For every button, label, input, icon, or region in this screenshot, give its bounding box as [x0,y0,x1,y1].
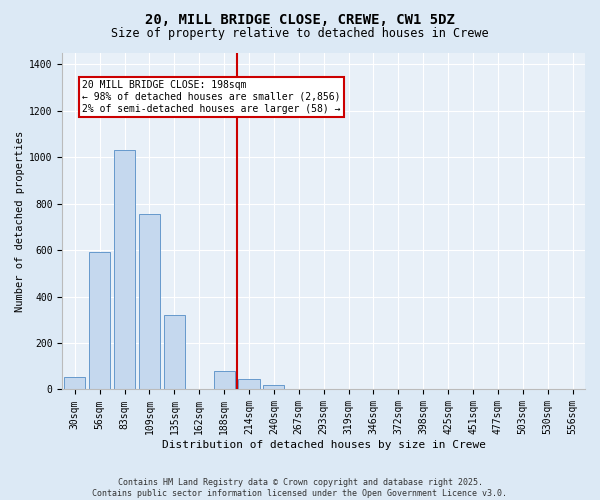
Bar [164,315,185,390]
Text: Size of property relative to detached houses in Crewe: Size of property relative to detached ho… [111,28,489,40]
Bar [114,150,135,390]
Y-axis label: Number of detached properties: Number of detached properties [15,130,25,312]
Bar [214,371,235,390]
Text: 20, MILL BRIDGE CLOSE, CREWE, CW1 5DZ: 20, MILL BRIDGE CLOSE, CREWE, CW1 5DZ [145,12,455,26]
Text: Contains HM Land Registry data © Crown copyright and database right 2025.
Contai: Contains HM Land Registry data © Crown c… [92,478,508,498]
Bar [139,214,160,390]
Text: 20 MILL BRIDGE CLOSE: 198sqm
← 98% of detached houses are smaller (2,856)
2% of : 20 MILL BRIDGE CLOSE: 198sqm ← 98% of de… [82,80,341,114]
Bar [64,376,85,390]
Bar [263,385,284,390]
X-axis label: Distribution of detached houses by size in Crewe: Distribution of detached houses by size … [161,440,485,450]
Bar [238,379,260,390]
Bar [89,252,110,390]
